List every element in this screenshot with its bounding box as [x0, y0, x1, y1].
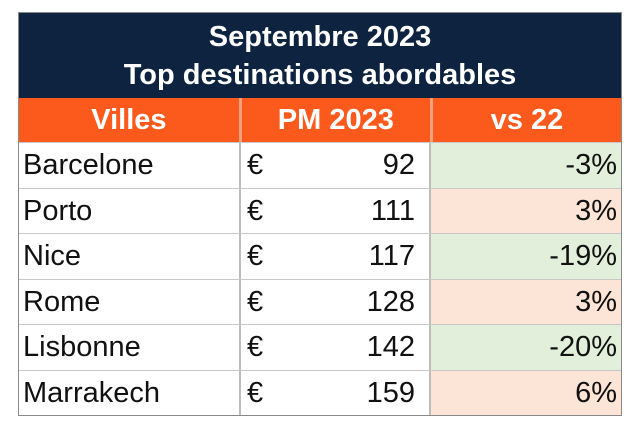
currency-symbol: € — [247, 194, 264, 227]
price-cell: €159 — [241, 370, 431, 415]
change-cell: 3% — [431, 279, 621, 324]
change-cell: -19% — [431, 234, 621, 279]
price-cell: €111 — [241, 188, 431, 233]
currency-symbol: € — [247, 331, 264, 363]
table-row: Porto €111 3% — [19, 187, 621, 233]
header-row: Villes PM 2023 vs 22 — [19, 98, 621, 142]
price-value: 111 — [370, 194, 415, 227]
city-cell: Barcelone — [19, 143, 241, 188]
price-cell: €128 — [241, 279, 431, 324]
price-value: 159 — [366, 376, 415, 409]
change-cell: -20% — [431, 325, 621, 370]
city-cell: Marrakech — [19, 370, 241, 415]
title-line-1: Septembre 2023 — [208, 21, 432, 53]
price-cell: €142 — [241, 325, 431, 370]
currency-symbol: € — [247, 376, 264, 409]
table-row: Barcelone €92 -3% — [19, 142, 621, 188]
city-cell: Rome — [19, 279, 241, 324]
destinations-table: Septembre 2023 Top destinations abordabl… — [18, 12, 622, 416]
change-cell: -3% — [431, 143, 621, 188]
change-cell: 6% — [431, 370, 621, 415]
table-row: Rome €128 3% — [19, 278, 621, 324]
currency-symbol: € — [247, 149, 264, 181]
price-value: 128 — [366, 285, 415, 318]
header-pm-2023: PM 2023 — [242, 98, 433, 142]
city-cell: Lisbonne — [19, 325, 241, 370]
header-villes: Villes — [19, 98, 242, 142]
table-body: Barcelone €92 -3% Porto €111 3% Nice €117 … — [19, 142, 621, 415]
table-row: Marrakech €159 6% — [19, 369, 621, 415]
price-value: 117 — [368, 240, 415, 272]
title-line-2: Top destinations abordables — [123, 59, 517, 91]
change-cell: 3% — [431, 188, 621, 233]
table-title: Septembre 2023 Top destinations abordabl… — [19, 13, 621, 98]
price-value: 142 — [366, 331, 415, 363]
price-cell: €92 — [241, 143, 431, 188]
currency-symbol: € — [247, 240, 264, 272]
city-cell: Porto — [19, 188, 241, 233]
table-row: Nice €117 -19% — [19, 233, 621, 279]
currency-symbol: € — [247, 285, 264, 318]
header-vs-22: vs 22 — [490, 104, 564, 136]
price-value: 92 — [382, 149, 415, 181]
table-row: Lisbonne €142 -20% — [19, 324, 621, 370]
city-cell: Nice — [19, 234, 241, 279]
price-cell: €117 — [241, 234, 431, 279]
